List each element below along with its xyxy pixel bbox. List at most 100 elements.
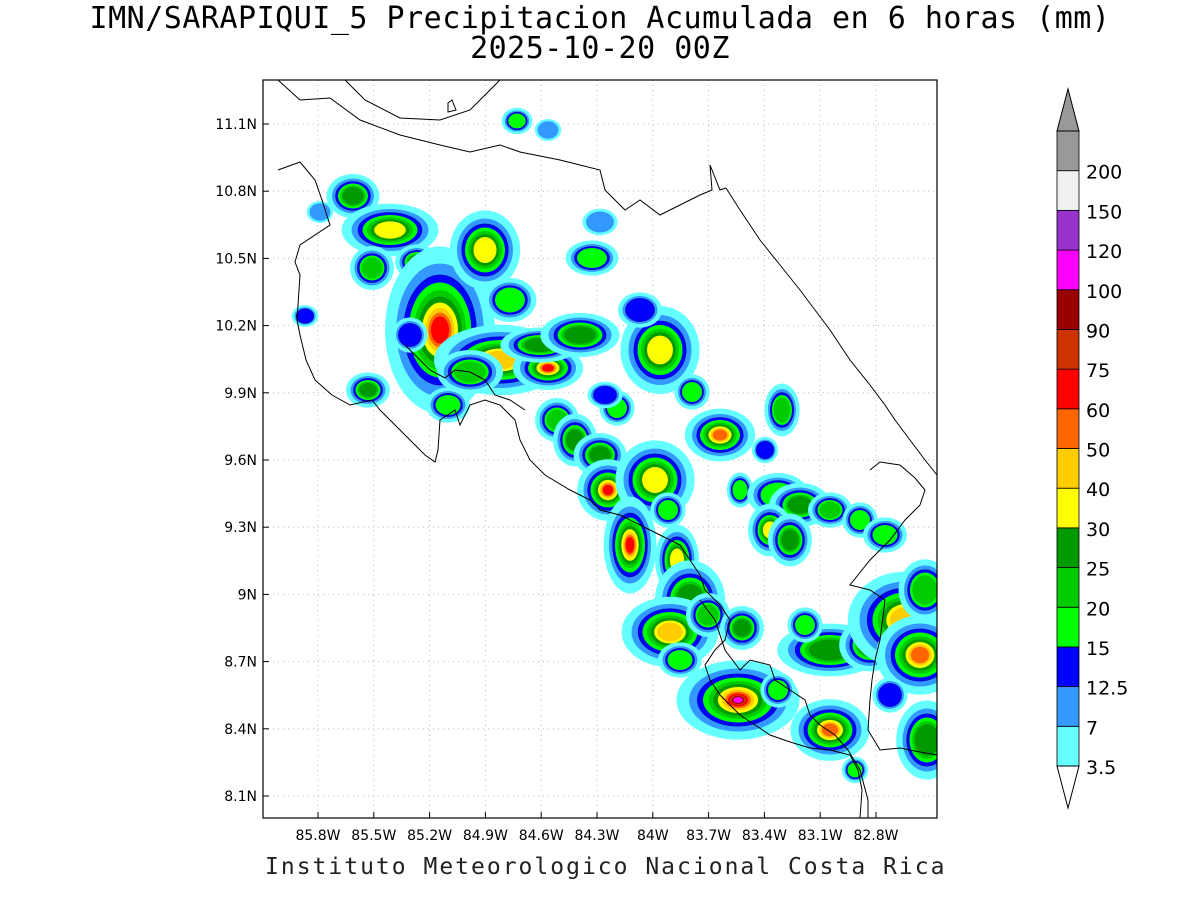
rain-cell bbox=[647, 335, 673, 365]
legend-swatch bbox=[1056, 646, 1080, 688]
legend-label: 30 bbox=[1086, 519, 1110, 541]
legend-swatch bbox=[1056, 686, 1080, 727]
nicaragua-border bbox=[277, 80, 727, 216]
y-tick-label: 8.4N bbox=[224, 722, 257, 738]
rain-cell bbox=[542, 364, 554, 372]
rain-cell bbox=[435, 395, 461, 415]
caribbean-coast bbox=[725, 187, 937, 476]
legend-label: 50 bbox=[1086, 440, 1110, 462]
rain-cell bbox=[878, 683, 902, 707]
legend-swatch bbox=[1056, 329, 1080, 370]
rain-cell bbox=[910, 646, 930, 664]
legend-swatch bbox=[1056, 249, 1080, 291]
legend-label: 60 bbox=[1086, 400, 1110, 422]
rain-cell bbox=[508, 113, 526, 129]
x-tick-label: 83.7W bbox=[686, 828, 731, 844]
nicaragua-lake-shore bbox=[344, 80, 501, 121]
rain-cell bbox=[781, 529, 799, 551]
x-tick-label: 85.8W bbox=[295, 828, 340, 844]
island-mark bbox=[447, 99, 457, 113]
rain-cell bbox=[682, 382, 702, 402]
rain-cell bbox=[768, 680, 788, 700]
rain-cell bbox=[309, 203, 331, 221]
rain-cell bbox=[295, 308, 314, 324]
rain-cell bbox=[850, 510, 870, 530]
rain-cell bbox=[712, 429, 728, 441]
legend-label: 200 bbox=[1086, 162, 1122, 184]
legend-swatch bbox=[1056, 170, 1080, 211]
legend-label: 20 bbox=[1086, 598, 1110, 620]
rain-cell bbox=[359, 382, 377, 398]
x-axis: 85.8W 85.5W 85.2W 84.9W 84.6W 84.3W 84W 83.7W 83… bbox=[295, 812, 899, 844]
legend-label: 120 bbox=[1086, 241, 1122, 263]
x-tick-label: 83.4W bbox=[742, 828, 787, 844]
legend-swatch bbox=[1056, 130, 1080, 172]
legend-swatch bbox=[1056, 408, 1080, 449]
rain-cell bbox=[473, 237, 497, 263]
x-tick-label: 84.6W bbox=[519, 828, 564, 844]
color-legend: 3.5 7 12.5 15 20 25 30 40 50 60 75 90 100 120 150 200 bbox=[1056, 87, 1128, 810]
y-tick-label: 10.8N bbox=[215, 184, 257, 200]
rain-cell bbox=[625, 298, 655, 322]
rain-cell bbox=[398, 323, 422, 347]
rain-cell bbox=[697, 604, 719, 626]
x-tick-label: 85.2W bbox=[407, 828, 452, 844]
panama-border bbox=[849, 461, 937, 756]
rain-cell bbox=[733, 619, 751, 637]
rain-cell bbox=[495, 287, 525, 313]
legend-max-arrow bbox=[1056, 87, 1080, 132]
map-datetime: 2025-10-20 00Z bbox=[470, 31, 730, 66]
rain-cell bbox=[819, 501, 841, 519]
rain-cell bbox=[593, 385, 617, 404]
x-tick-label: 82.8W bbox=[853, 828, 898, 844]
legend-swatch bbox=[1056, 606, 1080, 648]
y-tick-label: 10.2N bbox=[215, 319, 257, 335]
legend-label: 3.5 bbox=[1086, 757, 1116, 779]
rain-cell bbox=[914, 724, 937, 756]
x-tick-label: 84W bbox=[637, 828, 669, 844]
rain-cell bbox=[658, 500, 678, 520]
legend-label: 90 bbox=[1086, 320, 1110, 342]
legend-label: 15 bbox=[1086, 638, 1110, 660]
rain-cell bbox=[912, 575, 937, 605]
rain-cell bbox=[657, 622, 683, 642]
y-tick-label: 11.1N bbox=[215, 117, 257, 133]
rain-cell bbox=[872, 525, 898, 545]
y-tick-label: 8.7N bbox=[224, 655, 257, 671]
rain-cell bbox=[586, 211, 614, 233]
map-title: IMN/SARAPIQUI_5 Precipitacion Acumulada … bbox=[89, 1, 1111, 36]
rain-cell bbox=[773, 397, 791, 423]
legend-label: 150 bbox=[1086, 201, 1122, 223]
rain-cell bbox=[733, 696, 743, 704]
x-tick-label: 85.5W bbox=[351, 828, 396, 844]
rain-cell bbox=[361, 257, 383, 279]
rain-cell bbox=[821, 723, 839, 737]
coastline-borders bbox=[277, 80, 937, 818]
y-tick-label: 8.1N bbox=[224, 789, 257, 805]
rain-cell bbox=[577, 248, 607, 268]
rain-cell bbox=[431, 316, 449, 344]
rain-cell bbox=[602, 484, 614, 496]
rain-cell bbox=[642, 467, 668, 493]
y-tick-label: 9N bbox=[238, 587, 257, 603]
nicoya-gulf bbox=[404, 344, 526, 411]
rain-cell bbox=[564, 326, 596, 344]
y-tick-label: 10.5N bbox=[215, 251, 257, 267]
legend-label: 12.5 bbox=[1086, 678, 1128, 700]
x-tick-label: 83.1W bbox=[798, 828, 843, 844]
legend-label: 40 bbox=[1086, 479, 1110, 501]
plot-frame bbox=[262, 79, 938, 819]
rain-cell bbox=[537, 121, 559, 139]
precipitation-field bbox=[291, 107, 937, 784]
legend-label: 100 bbox=[1086, 281, 1122, 303]
legend-label: 75 bbox=[1086, 360, 1110, 382]
legend-label: 25 bbox=[1086, 559, 1110, 581]
legend-swatch bbox=[1056, 368, 1080, 410]
legend-swatch bbox=[1056, 487, 1080, 529]
y-tick-label: 9.9N bbox=[224, 386, 257, 402]
rain-cell bbox=[625, 537, 635, 553]
legend-swatch bbox=[1056, 527, 1080, 568]
legend-swatch bbox=[1056, 448, 1080, 489]
legend-label: 7 bbox=[1086, 717, 1098, 739]
rain-cell bbox=[795, 615, 815, 635]
